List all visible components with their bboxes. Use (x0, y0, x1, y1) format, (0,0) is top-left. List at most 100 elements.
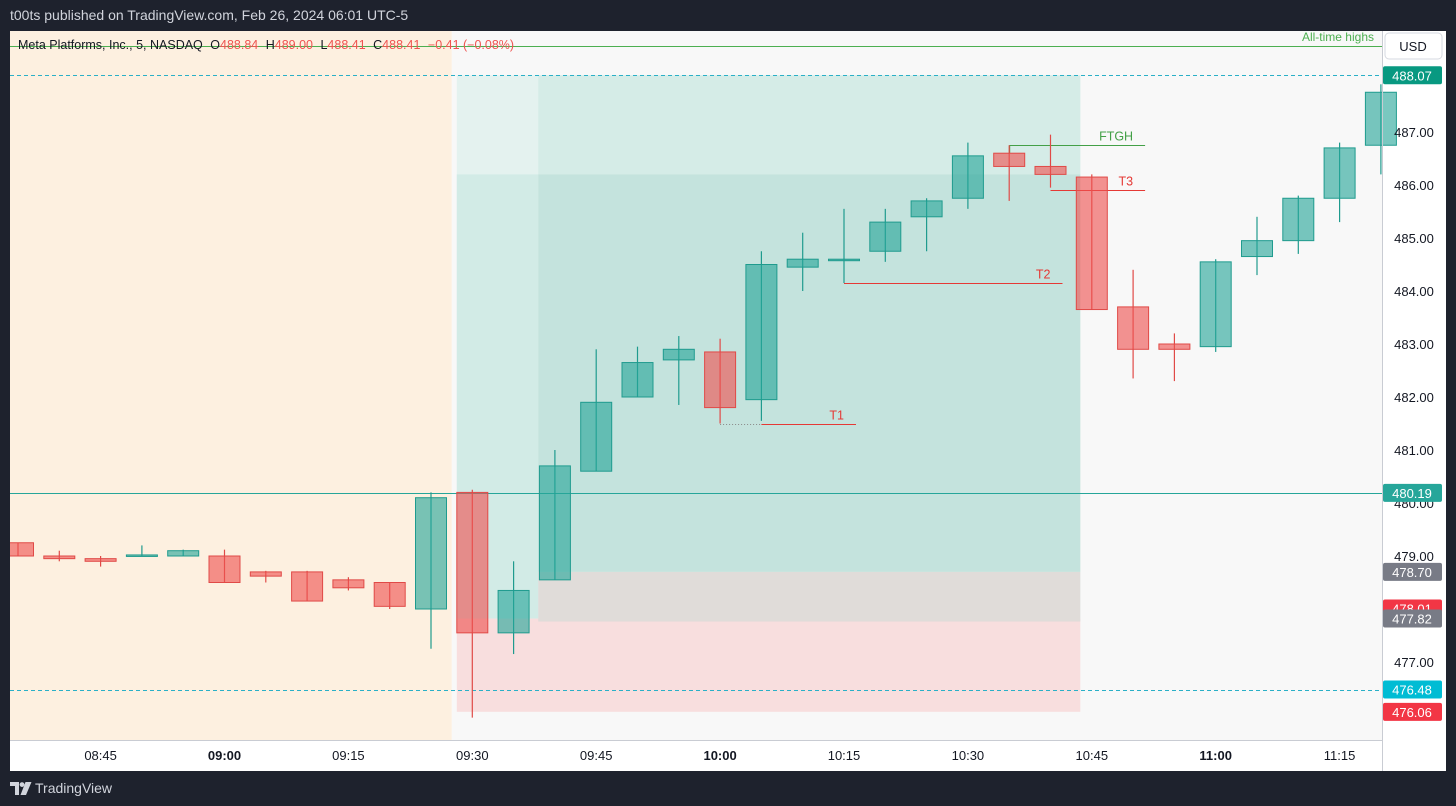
x-tick-label: 11:15 (1324, 748, 1356, 763)
candle-body (1241, 240, 1273, 258)
candle-09:40 (538, 450, 571, 581)
price-badge-488.07: 488.07 (1383, 66, 1442, 85)
price-badge-label: 488.07 (1392, 68, 1432, 83)
price-badge-label: 476.06 (1392, 705, 1432, 720)
candle-body (10, 542, 34, 557)
y-tick-label: 482.00 (1394, 390, 1434, 405)
y-tick-label: 484.00 (1394, 284, 1434, 299)
annotation-label-T2: T2 (1036, 268, 1051, 282)
candle-09:55 (662, 336, 695, 405)
price-badge-480.19: 480.19 (1383, 483, 1442, 502)
publish-info: t00ts published on TradingView.com, Feb … (10, 7, 409, 23)
price-badge-bg (1383, 702, 1442, 721)
candle-body (910, 200, 943, 218)
x-tick-label: 09:00 (208, 748, 241, 763)
candle-09:35 (497, 561, 530, 655)
candle-09:10 (291, 570, 324, 602)
candle-body (249, 571, 282, 577)
x-tick-label: 08:45 (84, 748, 117, 763)
candle-body (951, 155, 984, 199)
candle-08:45 (84, 556, 117, 567)
legend-close-label: C (373, 38, 382, 52)
candle-body (1323, 147, 1356, 199)
price-badge-478.70: 478.70 (1383, 562, 1442, 581)
price-badge-label: 478.70 (1392, 565, 1432, 580)
price-badge-476.48: 476.48 (1383, 680, 1442, 699)
candle-08:55 (167, 549, 200, 557)
candle-body (1034, 165, 1067, 175)
candle-body (373, 582, 406, 607)
candle-10:45 (1075, 174, 1108, 311)
price-badge-476.06: 476.06 (1383, 702, 1442, 721)
candle-08:40 (43, 550, 76, 562)
candle-body (125, 554, 158, 557)
x-tick-label: 11:00 (1199, 748, 1232, 763)
candle-body (497, 589, 530, 634)
candle-body (580, 401, 613, 472)
legend-change: −0.41 (−0.08%) (428, 38, 514, 52)
annotation-label-FTGH: FTGH (1099, 130, 1133, 144)
y-tick-label: 486.00 (1394, 178, 1434, 193)
candle-09:25 (415, 492, 447, 649)
currency-label: USD (1399, 39, 1426, 54)
candle-09:00 (208, 549, 241, 583)
candle-body (84, 558, 117, 562)
candle-09:45 (580, 349, 613, 472)
candle-body (621, 362, 654, 398)
annotation-label-T3: T3 (1119, 175, 1134, 189)
candle-body (704, 351, 737, 409)
candle-10:05 (745, 251, 778, 421)
candle-body (167, 550, 200, 557)
candle-11:10 (1282, 195, 1315, 254)
y-tick-label: 485.00 (1394, 231, 1434, 246)
price-badge-label: 480.19 (1392, 486, 1432, 501)
candle-11:05 (1241, 216, 1273, 276)
candle-10:35 (993, 145, 1026, 201)
y-tick-label: 487.00 (1394, 125, 1434, 140)
candle-10:10 (786, 232, 819, 291)
tradingview-logo-icon[interactable] (10, 782, 32, 795)
legend-open-value: 488.84 (220, 38, 258, 52)
candle-10:15 (828, 208, 860, 284)
legend-high-value: 489.00 (275, 38, 313, 52)
y-tick-label: 477.00 (1394, 655, 1434, 670)
candle-body (332, 579, 365, 589)
legend-open-label: O (210, 38, 220, 52)
candle-body (869, 221, 902, 252)
candle-body (1075, 176, 1108, 311)
footer-bar: TradingView (0, 771, 1456, 806)
price-badge-477.82: 477.82 (1383, 609, 1442, 628)
candle-body (538, 465, 571, 581)
candle-10:20 (869, 208, 902, 262)
candle-11:00 (1199, 259, 1232, 352)
inner-stop-zone (538, 571, 1081, 622)
candle-body (1158, 343, 1191, 350)
price-badge-bg (1383, 562, 1442, 581)
price-badge-bg (1383, 483, 1442, 502)
candle-body (1364, 91, 1397, 146)
candle-body (786, 258, 819, 268)
y-tick-label: 483.00 (1394, 337, 1434, 352)
candle-10:55 (1158, 333, 1191, 382)
x-tick-label: 09:30 (456, 748, 489, 763)
candle-body (415, 497, 447, 610)
candle-body (1199, 261, 1232, 348)
y-tick-label: 479.00 (1394, 549, 1434, 564)
candle-body (993, 152, 1026, 167)
candle-09:05 (249, 570, 282, 583)
footer-brand[interactable]: TradingView (35, 780, 113, 796)
candle-10:50 (1117, 269, 1150, 379)
candle-body (291, 571, 324, 602)
currency-button[interactable]: USD (1384, 32, 1443, 60)
candle-body (828, 258, 860, 262)
x-tick-label: 10:15 (828, 748, 861, 763)
candle-body (745, 264, 778, 401)
candle-body (43, 555, 76, 560)
price-badge-label: 476.48 (1392, 683, 1432, 698)
x-tick-label: 10:45 (1076, 748, 1109, 763)
price-badge-bg (1383, 66, 1442, 85)
premarket-session-shading (10, 31, 452, 740)
candle-body (1282, 197, 1315, 242)
x-tick-label: 10:00 (703, 748, 736, 763)
